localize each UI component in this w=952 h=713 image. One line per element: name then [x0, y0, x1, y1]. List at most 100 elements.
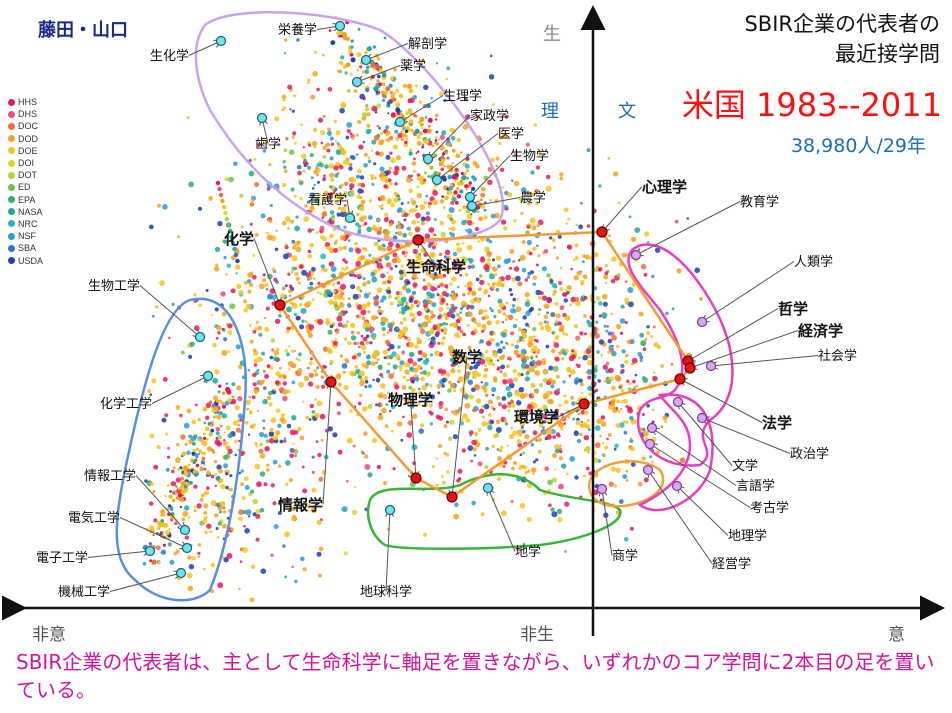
- scatter-point: [274, 318, 281, 324]
- scatter-point: [511, 277, 517, 282]
- scatter-point: [410, 197, 414, 202]
- scatter-point: [281, 108, 285, 112]
- scatter-point: [287, 498, 291, 502]
- scatter-point: [305, 162, 309, 166]
- scatter-point: [329, 359, 334, 364]
- field-label: 商学: [612, 548, 638, 564]
- scatter-point: [168, 528, 171, 531]
- scatter-point: [219, 424, 223, 428]
- scatter-point: [217, 521, 222, 526]
- scatter-point: [561, 463, 567, 469]
- scatter-point: [407, 126, 410, 129]
- scatter-point: [355, 248, 362, 254]
- scatter-point: [181, 481, 187, 486]
- scatter-point: [442, 177, 447, 182]
- leader-line: [253, 238, 280, 306]
- scatter-point: [356, 274, 361, 278]
- scatter-point: [208, 196, 214, 201]
- scatter-point: [380, 316, 387, 323]
- mini-legend-dot: [224, 216, 230, 222]
- field-label: 教育学: [740, 194, 779, 210]
- scatter-point: [466, 176, 469, 180]
- scatter-point: [299, 435, 305, 441]
- scatter-point: [203, 503, 209, 509]
- scatter-point: [435, 142, 439, 146]
- scatter-point: [441, 372, 444, 376]
- scatter-point: [651, 460, 655, 464]
- scatter-point: [532, 460, 537, 464]
- scatter-point: [489, 54, 493, 58]
- scatter-point: [515, 306, 522, 313]
- scatter-point: [346, 129, 351, 133]
- scatter-point: [445, 322, 449, 326]
- scatter-point: [486, 258, 491, 262]
- scatter-point: [298, 352, 302, 357]
- scatter-point: [514, 390, 521, 397]
- scatter-point: [479, 297, 482, 300]
- scatter-point: [614, 443, 619, 448]
- legend-swatch: [8, 257, 15, 265]
- scatter-point: [453, 325, 457, 328]
- scatter-point: [364, 106, 370, 112]
- scatter-point: [240, 469, 244, 473]
- scatter-point: [192, 442, 196, 446]
- scatter-point: [352, 293, 359, 300]
- scatter-point: [284, 169, 288, 173]
- scatter-point: [260, 213, 266, 219]
- field-marker: [466, 200, 478, 212]
- scatter-point: [580, 391, 584, 395]
- field-label: 化学: [224, 230, 254, 248]
- scatter-point: [520, 362, 527, 369]
- scatter-point: [214, 307, 219, 312]
- scatter-point: [371, 62, 376, 67]
- scatter-point: [317, 318, 324, 325]
- scatter-point: [284, 245, 289, 250]
- scatter-point: [553, 342, 560, 348]
- scatter-point: [519, 503, 526, 509]
- scatter-point: [418, 120, 422, 125]
- scatter-point: [653, 325, 656, 329]
- scatter-point: [181, 517, 186, 522]
- scatter-point: [189, 341, 195, 347]
- scatter-point: [611, 335, 617, 341]
- scatter-point: [363, 431, 368, 436]
- scatter-point: [404, 140, 408, 145]
- scatter-point: [218, 468, 223, 474]
- scatter-point: [333, 294, 340, 300]
- scatter-point: [283, 38, 288, 42]
- x-axis-right-label: 意: [888, 625, 905, 645]
- scatter-point: [501, 332, 507, 338]
- scatter-point: [464, 163, 470, 169]
- scatter-point: [605, 329, 609, 333]
- scatter-point: [576, 438, 582, 444]
- scatter-point: [559, 287, 564, 292]
- scatter-point: [372, 224, 377, 229]
- scatter-point: [571, 401, 576, 406]
- scatter-point: [205, 426, 210, 431]
- scatter-point: [607, 350, 611, 355]
- scatter-point: [404, 369, 410, 375]
- scatter-point: [376, 464, 382, 470]
- scatter-point: [427, 175, 431, 178]
- field-label: 数学: [452, 348, 482, 366]
- scatter-point: [355, 242, 358, 245]
- scatter-point: [385, 86, 391, 92]
- scatter-point: [214, 246, 221, 252]
- scatter-point: [607, 338, 613, 344]
- scatter-point: [196, 503, 202, 509]
- scatter-point: [542, 393, 549, 400]
- legend-label: DOD: [18, 133, 38, 144]
- scatter-point: [604, 379, 608, 383]
- scatter-point: [336, 142, 340, 146]
- scatter-point: [403, 218, 407, 222]
- scatter-point: [472, 447, 477, 452]
- scatter-point: [574, 256, 579, 260]
- scatter-point: [461, 242, 465, 245]
- scatter-point: [336, 212, 341, 217]
- scatter-point: [351, 137, 355, 141]
- scatter-point: [205, 402, 212, 408]
- scatter-point: [334, 337, 338, 341]
- scatter-point: [466, 281, 473, 288]
- scatter-point: [526, 367, 531, 372]
- scatter-point: [330, 40, 336, 45]
